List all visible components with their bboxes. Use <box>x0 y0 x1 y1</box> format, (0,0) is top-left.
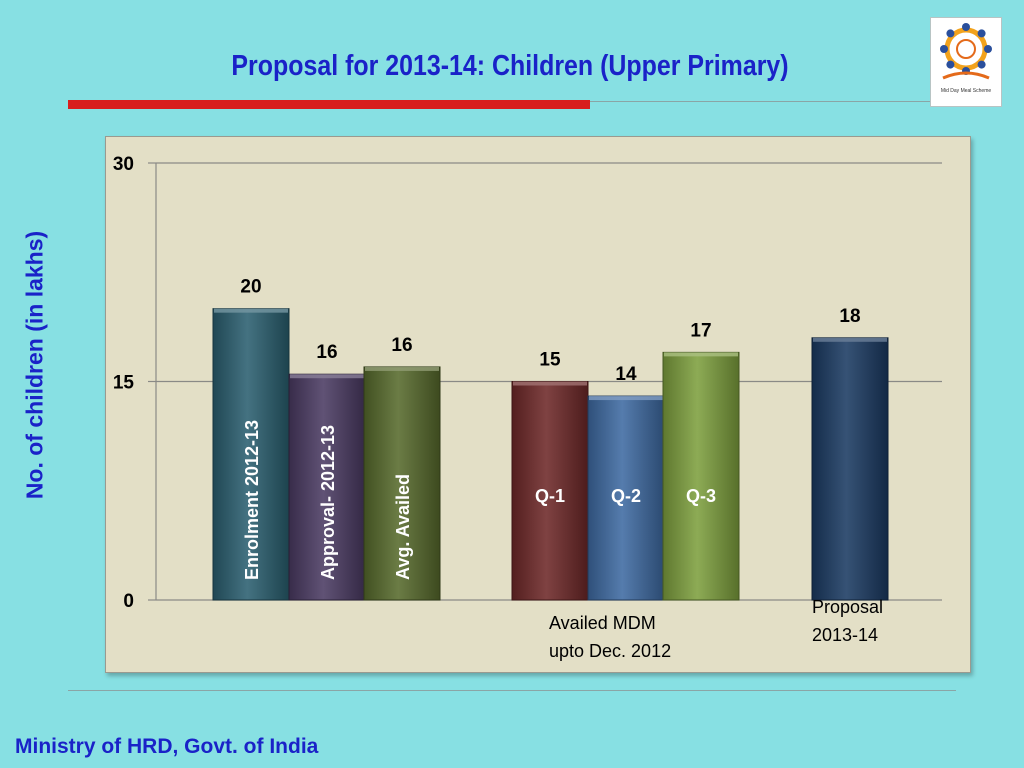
data-label: 16 <box>391 335 412 356</box>
data-label: 18 <box>839 306 860 327</box>
bar-chart: 0 15 30 20 Enrolment 2012-13 16 Approval- 2012… <box>113 154 942 661</box>
bar-category-label: Enrolment 2012-13 <box>242 420 262 580</box>
mdm-logo: Mid Day Meal Scheme <box>930 17 1002 107</box>
bar-q-1 <box>511 381 589 601</box>
title-underline-gray <box>590 101 930 102</box>
group-label-line: 2013-14 <box>812 625 878 645</box>
bar-q-2 <box>587 395 665 601</box>
title-underline-red <box>68 100 590 109</box>
bar-category-label: Approval- 2012-13 <box>318 425 338 580</box>
y-tick-label: 30 <box>113 154 134 175</box>
data-label: 16 <box>316 342 337 363</box>
data-label: 14 <box>615 364 637 385</box>
bar-highlight <box>513 381 587 386</box>
bar-highlight <box>365 366 439 371</box>
data-label: 17 <box>690 320 711 341</box>
bar-category-label: Q-1 <box>535 486 565 506</box>
chart-panel: 0 15 30 20 Enrolment 2012-13 16 Approval- 2012… <box>105 136 971 673</box>
bar-highlight <box>813 337 887 342</box>
bar-proposal <box>811 337 889 601</box>
footer-rule <box>68 690 956 691</box>
data-label: 15 <box>539 350 561 371</box>
group-label-line: upto Dec. 2012 <box>549 641 671 661</box>
y-tick-label: 0 <box>123 591 134 612</box>
logo-caption: Mid Day Meal Scheme <box>940 88 992 94</box>
mdm-logo-icon <box>940 23 992 80</box>
y-axis-title: No. of children (in lakhs) <box>21 230 48 500</box>
bar-approval-2012-13 <box>288 373 366 601</box>
slide-title: Proposal for 2013-14: Children (Upper Pr… <box>231 50 789 82</box>
bar-category-label: Q-2 <box>611 486 641 506</box>
group-label-line: Availed MDM <box>549 613 656 633</box>
bar-highlight <box>290 374 364 379</box>
bar-highlight <box>664 352 738 357</box>
bar-q-3 <box>662 351 740 601</box>
bar-highlight <box>589 396 663 401</box>
footer-text: Ministry of HRD, Govt. of India <box>15 735 319 758</box>
bar-category-label: Avg. Availed <box>393 474 413 580</box>
y-tick-label: 15 <box>113 373 135 394</box>
bar-highlight <box>214 308 288 313</box>
data-label: 20 <box>240 277 261 298</box>
bar-avg-availed <box>363 366 441 601</box>
group-label-line: Proposal <box>812 597 883 617</box>
bar-category-label: Q-3 <box>686 486 716 506</box>
